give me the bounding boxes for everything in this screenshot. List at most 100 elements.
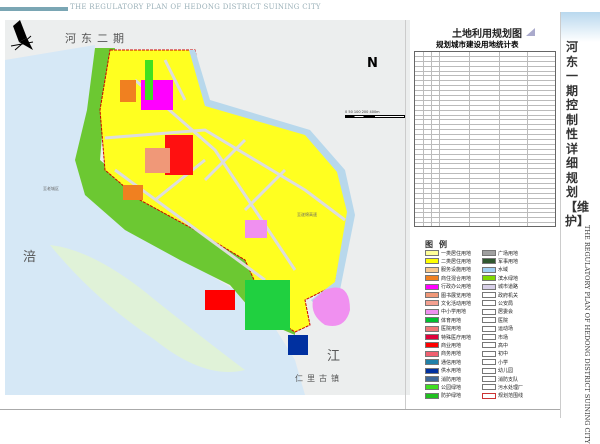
table-row [415, 101, 555, 106]
legend-item: 污水处理厂 [482, 383, 523, 391]
legend-item: 行政办公用地 [425, 283, 471, 291]
table-row [415, 174, 555, 180]
table-row [415, 81, 555, 87]
table-row [415, 120, 555, 126]
legend-label: 城市道路 [498, 284, 519, 291]
legend-swatch [482, 350, 496, 357]
legend-item: 滨水绿地 [482, 274, 518, 282]
legend-label: 中小学用地 [441, 309, 467, 316]
legend-swatch [425, 275, 439, 282]
block-mixed [120, 80, 136, 102]
legend-item: 政府机关 [482, 291, 518, 299]
legend-label: 供水用地 [441, 368, 462, 375]
table-row [415, 155, 555, 160]
block-green-park [145, 60, 153, 100]
legend-swatch [425, 266, 439, 273]
legend-swatch [482, 342, 496, 349]
legend-swatch [425, 325, 439, 332]
legend-label: 高中 [498, 342, 509, 349]
table-row [415, 140, 555, 145]
land-use-statistics-table [414, 51, 556, 227]
river-island [50, 245, 245, 372]
legend-label: 医院用地 [441, 326, 462, 333]
table-column-line [439, 52, 440, 226]
legend-item: 水域 [482, 266, 508, 274]
legend-label: 市场 [498, 334, 509, 341]
block-culture [145, 148, 170, 173]
label-river-left: 涪 [23, 250, 42, 265]
legend-item: 二类居住用地 [425, 257, 471, 265]
table-row [415, 67, 555, 72]
legend-swatch [482, 317, 496, 324]
canal [189, 50, 355, 305]
table-row [415, 199, 555, 204]
table-column-line [469, 52, 470, 226]
legend-swatch [425, 308, 439, 315]
table-row [415, 169, 555, 175]
legend-swatch [482, 266, 496, 273]
legend-swatch [425, 359, 439, 366]
legend-label: 体育用地 [441, 317, 462, 324]
legend-label: 运动场 [498, 326, 514, 333]
legend-item: 医院 [482, 316, 508, 324]
legend-item: 广场用地 [482, 249, 518, 257]
legend-item: 中小学用地 [425, 308, 466, 316]
label-town-name: 仁里古镇 [295, 374, 343, 383]
legend-label: 文化活动用地 [441, 300, 472, 307]
legend-label: 幼儿园 [498, 368, 514, 375]
table-row [415, 164, 555, 170]
legend-label: 政府机关 [498, 292, 519, 299]
legend-swatch [482, 292, 496, 298]
block-school [312, 287, 350, 326]
table-row [415, 184, 555, 189]
legend-swatch [482, 250, 496, 256]
table-row [415, 213, 555, 219]
legend-swatch [482, 334, 496, 340]
legend-label: 居委会 [498, 309, 514, 316]
divider [405, 20, 406, 410]
legend-swatch [425, 342, 439, 349]
legend-item: 通信用地 [425, 358, 461, 366]
map-title: 土地利用规划图 [452, 29, 522, 40]
legend-swatch [482, 359, 496, 366]
legend-swatch [425, 334, 439, 340]
block-school2 [245, 220, 267, 238]
legend-swatch [425, 258, 439, 265]
table-row [415, 86, 555, 92]
legend-label: 军事用地 [498, 258, 519, 265]
legend-swatch [482, 308, 496, 315]
legend-item: 城市道路 [482, 283, 518, 291]
table-column-line [423, 52, 424, 226]
table-row [415, 135, 555, 141]
header-bar [0, 7, 68, 11]
label-river-bottom: 江 [327, 349, 346, 364]
legend-item: 服务设施用地 [425, 266, 471, 274]
legend-title: 图例 [425, 240, 453, 249]
table-row [415, 111, 555, 116]
legend-item: 消防支队 [482, 375, 518, 383]
legend-label: 商业用地 [441, 342, 462, 349]
legend-label: 图书展览用地 [441, 292, 472, 299]
legend-label: 服务设施用地 [441, 267, 472, 274]
legend-item: 市场 [482, 333, 508, 341]
label-road-old-city: 至老城区 [43, 186, 59, 191]
legend-swatch [425, 317, 439, 324]
legend-item: 商务用地 [425, 350, 461, 358]
block-sports [245, 280, 290, 330]
legend-item: 供水用地 [425, 367, 461, 375]
legend-swatch [425, 367, 439, 374]
legend-item: 运动场 [482, 325, 513, 333]
legend-item: 小学 [482, 358, 508, 366]
table-row [415, 145, 555, 150]
table-row [415, 194, 555, 199]
legend-label: 商务用地 [441, 351, 462, 358]
legend-label: 医院 [498, 317, 509, 324]
label-district: 河东二期 [65, 32, 129, 45]
header-title: THE REGULATORY PLAN OF HEDONG DISTRICT S… [70, 3, 321, 11]
table-title: 规划城市建设用地统计表 [436, 40, 519, 49]
legend-label: 规划范围线 [498, 393, 524, 400]
table-row [415, 106, 555, 111]
legend-item: 幼儿园 [482, 367, 513, 375]
legend-swatch [482, 325, 496, 332]
legend-item: 初中 [482, 350, 508, 358]
